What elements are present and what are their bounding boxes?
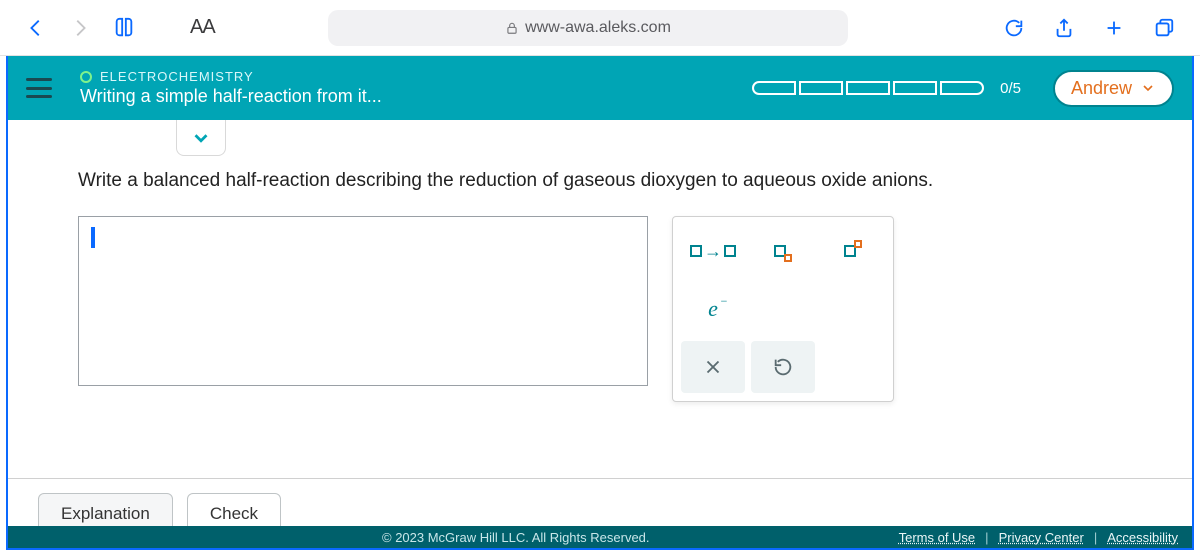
question-prompt: Write a balanced half-reaction describin… [78,170,1152,192]
topic-category: ELECTROCHEMISTRY [100,69,254,84]
electron-button[interactable]: e− [681,283,745,335]
forward-button[interactable] [62,10,98,46]
privacy-link[interactable]: Privacy Center [999,530,1084,545]
progress-segments [752,81,984,95]
answer-input[interactable] [78,216,648,386]
browser-toolbar: AA www-awa.aleks.com [0,0,1200,56]
equation-toolbar: → e− [672,216,894,402]
footer: © 2023 McGraw Hill LLC. All Rights Reser… [8,526,1192,548]
reset-button[interactable] [751,341,815,393]
tabs-button[interactable] [1146,10,1182,46]
lock-icon [505,21,519,35]
new-tab-button[interactable] [1096,10,1132,46]
page-content: ELECTROCHEMISTRY Writing a simple half-r… [6,56,1194,550]
text-size-button[interactable]: AA [190,16,250,39]
subscript-button[interactable] [751,225,815,277]
topic-title: Writing a simple half-reaction from it..… [80,86,382,107]
copyright-text: © 2023 McGraw Hill LLC. All Rights Reser… [382,530,650,545]
expand-tab[interactable] [176,120,226,156]
chevron-down-icon [1140,80,1156,96]
question-area: Write a balanced half-reaction describin… [8,120,1192,478]
reading-list-icon[interactable] [106,10,142,46]
answer-cursor [91,227,95,248]
terms-link[interactable]: Terms of Use [899,530,976,545]
share-button[interactable] [1046,10,1082,46]
reaction-arrow-button[interactable]: → [681,225,745,277]
url-text: www-awa.aleks.com [525,19,671,37]
topic-status-icon [80,71,92,83]
url-bar[interactable]: www-awa.aleks.com [328,10,848,46]
progress-text: 0/5 [1000,80,1021,97]
clear-button[interactable] [681,341,745,393]
superscript-button[interactable] [821,225,885,277]
user-menu[interactable]: Andrew [1053,70,1174,107]
topic-header: ELECTROCHEMISTRY Writing a simple half-r… [8,56,1192,120]
back-button[interactable] [18,10,54,46]
reload-button[interactable] [996,10,1032,46]
accessibility-link[interactable]: Accessibility [1107,530,1178,545]
user-name: Andrew [1071,78,1132,99]
menu-button[interactable] [26,78,52,98]
